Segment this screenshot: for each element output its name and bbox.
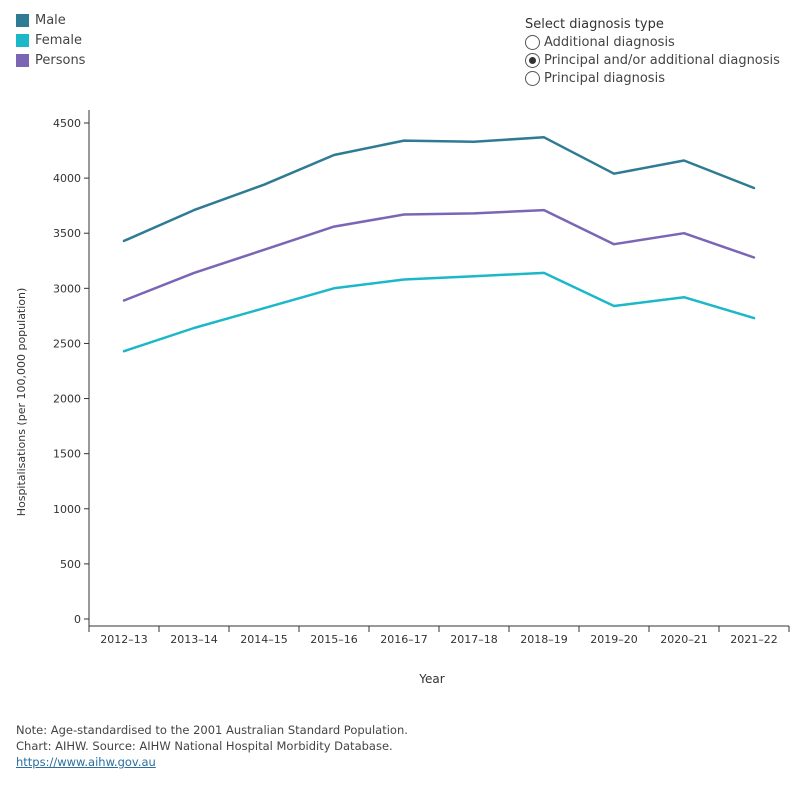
series-group (122, 136, 756, 353)
radio-label: Principal diagnosis (544, 70, 665, 86)
x-axis-title: Year (418, 672, 444, 686)
note-text: Note: Age-standardised to the 2001 Austr… (16, 723, 408, 737)
y-tick-label: 4500 (53, 117, 81, 130)
radio-icon[interactable] (525, 34, 540, 50)
series-line-persons (122, 208, 756, 302)
legend-swatch-persons (16, 53, 29, 67)
x-tick-label: 2019–20 (590, 633, 638, 646)
radio-label: Principal and/or additional diagnosis (544, 52, 780, 68)
series-line-female (122, 271, 756, 353)
legend-item-persons[interactable]: Persons (16, 50, 85, 70)
y-axis-title: Hospitalisations (per 100,000 population… (15, 288, 28, 517)
y-tick-label: 2000 (53, 393, 81, 406)
aihw-link[interactable]: https://www.aihw.gov.au (16, 755, 156, 769)
source-text: Chart: AIHW. Source: AIHW National Hospi… (16, 739, 393, 753)
x-tick-label: 2015–16 (310, 633, 358, 646)
legend-swatch-male (16, 13, 29, 27)
y-tick-label: 500 (60, 558, 81, 571)
selector-title: Select diagnosis type (525, 17, 664, 32)
x-tick-label: 2017–18 (450, 633, 498, 646)
legend-item-female[interactable]: Female (16, 30, 85, 50)
legend-item-male[interactable]: Male (16, 10, 85, 30)
legend: Male Female Persons (16, 10, 85, 70)
axes: 0 500 1000 1500 2000 2500 3000 3500 4000 4500 2012… (53, 110, 790, 646)
series-line-male (122, 136, 756, 243)
legend-swatch-female (16, 33, 29, 47)
chart-notes: Note: Age-standardised to the 2001 Austr… (16, 722, 408, 770)
x-tick-label: 2013–14 (170, 633, 218, 646)
radio-option-principal[interactable]: Principal diagnosis (525, 69, 780, 87)
y-tick-label: 0 (74, 613, 81, 626)
y-tick-label: 4000 (53, 172, 81, 185)
radio-option-principal-and-or-additional[interactable]: Principal and/or additional diagnosis (525, 51, 780, 69)
x-tick-label: 2020–21 (660, 633, 708, 646)
x-tick-label: 2016–17 (380, 633, 428, 646)
radio-label: Additional diagnosis (544, 34, 675, 50)
x-tick-label: 2018–19 (520, 633, 568, 646)
x-tick-label: 2021–22 (730, 633, 778, 646)
radio-icon[interactable] (525, 70, 540, 86)
radio-option-additional[interactable]: Additional diagnosis (525, 33, 780, 51)
x-tick-label: 2014–15 (240, 633, 288, 646)
y-tick-label: 3000 (53, 282, 81, 295)
x-tick-label: 2012–13 (100, 633, 148, 646)
legend-label-female: Female (35, 32, 83, 48)
y-tick-label: 1000 (53, 503, 81, 516)
radio-selected-icon[interactable] (525, 52, 540, 68)
legend-label-persons: Persons (35, 52, 86, 68)
y-tick-label: 3500 (53, 227, 81, 240)
diagnosis-type-selector: Select diagnosis type Additional diagnos… (525, 16, 780, 87)
y-tick-label: 1500 (53, 448, 81, 461)
y-tick-label: 2500 (53, 337, 81, 350)
legend-label-male: Male (35, 12, 66, 28)
